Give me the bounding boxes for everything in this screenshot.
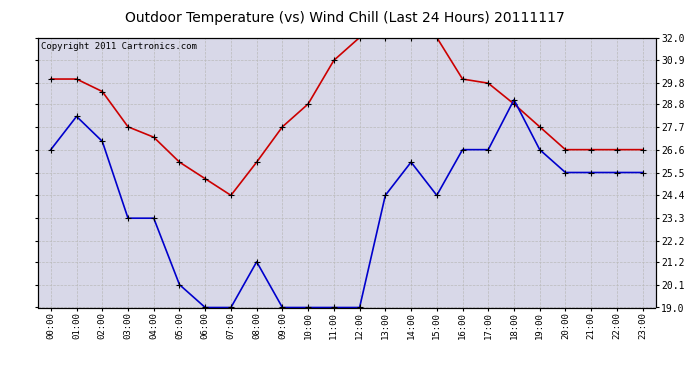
Text: Outdoor Temperature (vs) Wind Chill (Last 24 Hours) 20111117: Outdoor Temperature (vs) Wind Chill (Las… — [125, 11, 565, 25]
Text: Copyright 2011 Cartronics.com: Copyright 2011 Cartronics.com — [41, 42, 197, 51]
